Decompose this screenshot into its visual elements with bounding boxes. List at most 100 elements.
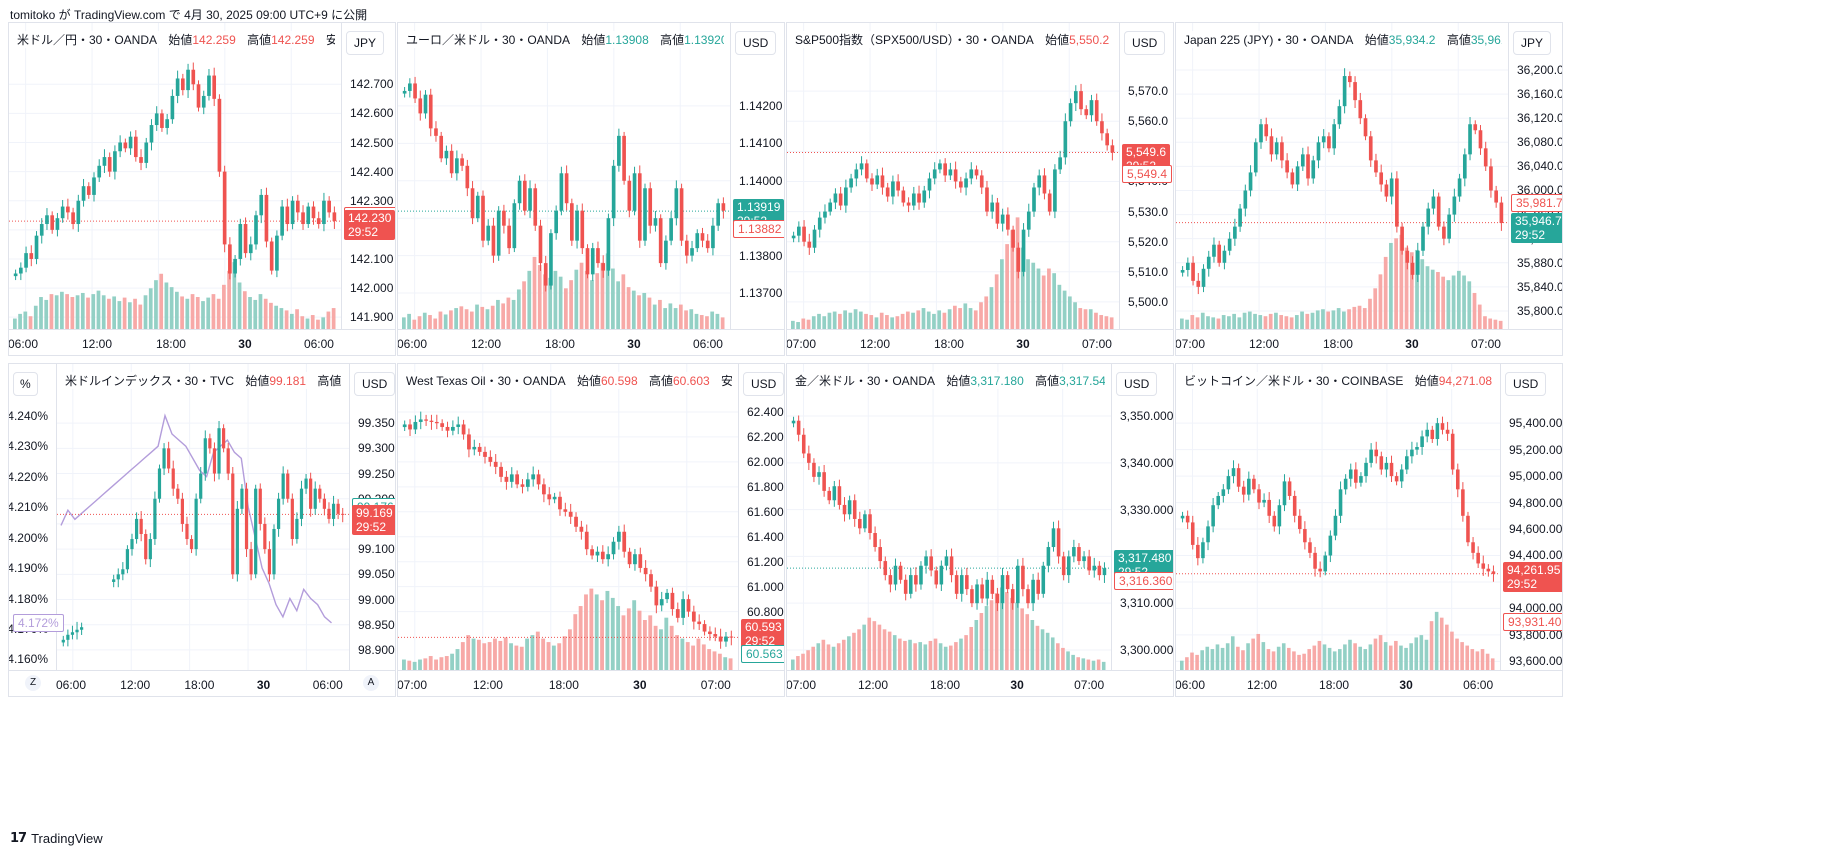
candlestick-chart-svg[interactable] — [398, 364, 738, 670]
time-axis[interactable]: 06:00 12:00 18:00 30 06:00 — [398, 329, 784, 355]
symbol-label[interactable]: 金／米ドル・30・OANDA — [795, 374, 936, 388]
chart-panel[interactable]: ビットコイン／米ドル・30・COINBASE 始値94,271.08 高値… US… — [1175, 363, 1563, 697]
candlestick-chart-svg[interactable] — [398, 23, 730, 329]
price-axis[interactable]: JPY 36,200.0 36,160.0 36,120.0 36,080.0 36,04… — [1508, 23, 1562, 329]
tradingview-logo-icon: 𝟭𝟳 — [10, 830, 27, 845]
volume-bar — [1225, 643, 1230, 670]
chart-panel[interactable]: S&P500指数（SPX500/USD）・30・OANDA 始値5,550.2 … — [786, 22, 1174, 356]
volume-bar — [1456, 270, 1461, 329]
price-axis[interactable]: USD 62.400 62.200 62.000 61.800 61.600 61.400 6… — [738, 364, 784, 670]
chart-title: Japan 225 (JPY)・30・OANDA 始値35,934.2 高値35… — [1182, 31, 1502, 48]
chart-panel[interactable]: West Texas Oil・30・OANDA 始値60.598 高値60.60… — [397, 363, 785, 697]
currency-button[interactable]: USD — [1124, 31, 1166, 55]
candle — [491, 217, 496, 263]
time-axis[interactable]: 06:00 12:00 18:00 30 06:00 — [1176, 670, 1562, 696]
chart-plot-area[interactable] — [787, 364, 1111, 670]
chart-panel[interactable]: 米ドルインデックス・30・TVC 始値99.181 高値… USD 99.350 99… — [8, 363, 396, 697]
chart-title: S&P500指数（SPX500/USD）・30・OANDA 始値5,550.2 … — [793, 31, 1113, 48]
currency-button[interactable]: USD — [735, 31, 777, 55]
candlestick-chart-svg[interactable] — [9, 23, 341, 329]
tradingview-brand[interactable]: 𝟭𝟳 TradingView — [10, 830, 103, 846]
chart-plot-area[interactable] — [787, 23, 1119, 329]
volume-bar — [1445, 624, 1449, 670]
chart-plot-area[interactable] — [1176, 23, 1508, 329]
candlestick-chart-svg[interactable] — [787, 23, 1119, 329]
volume-bar — [573, 614, 578, 670]
chart-plot-area[interactable] — [9, 23, 341, 329]
currency-button[interactable]: USD — [1116, 372, 1158, 396]
price-axis[interactable]: USD1.142001.141001.140001.139001.138001.… — [730, 23, 784, 329]
time-axis[interactable]: 07:00 12:00 18:00 30 07:00 — [1176, 329, 1562, 355]
chart-plot-area[interactable] — [1176, 364, 1500, 670]
price-axis[interactable]: USD3,350.0003,340.0003,330.0003,320.0003… — [1111, 364, 1173, 670]
publish-line: tomitoko が TradingView.com で 4月 30, 2025… — [10, 8, 368, 22]
symbol-label[interactable]: 米ドル／円・30・OANDA — [17, 33, 158, 47]
candle — [160, 109, 164, 132]
volume-bar — [857, 629, 861, 670]
volume-bar — [1276, 646, 1281, 670]
candle — [1486, 564, 1491, 577]
chart-panel[interactable]: 米ドル／円・30・OANDA 始値142.259 高値142.259 安値142… — [8, 22, 396, 356]
candle — [149, 119, 154, 151]
volume-bar — [511, 299, 516, 329]
price-axis[interactable]: USD99.35099.30099.25099.20099.15099.1009… — [349, 364, 395, 670]
candle — [148, 533, 152, 568]
time-axis[interactable]: 06:00 12:00 18:00 30 06:00 — [9, 670, 395, 696]
candlestick-chart-svg[interactable] — [1176, 23, 1508, 329]
volume-bar — [1353, 643, 1357, 670]
candle — [254, 210, 258, 250]
price-tick-label: 1.14100 — [739, 136, 783, 151]
currency-button[interactable]: USD — [354, 372, 395, 396]
symbol-label[interactable]: S&P500指数（SPX500/USD）・30・OANDA — [795, 33, 1034, 47]
volume-bar — [1368, 298, 1372, 329]
volume-bar — [1099, 315, 1104, 329]
volume-bar — [537, 265, 542, 329]
volume-bar — [475, 304, 479, 329]
time-tick-label: 30 — [238, 337, 252, 351]
candle — [838, 186, 843, 211]
scale-auto-button[interactable]: A — [363, 675, 379, 691]
currency-button[interactable]: USD — [743, 372, 784, 396]
candle — [654, 580, 659, 614]
chart-plot-area[interactable] — [398, 364, 738, 670]
candle — [1311, 155, 1316, 184]
candlestick-chart-svg[interactable] — [1176, 364, 1500, 670]
candle — [212, 67, 217, 107]
candle — [165, 113, 169, 135]
chart-panel[interactable]: Japan 225 (JPY)・30・OANDA 始値35,934.2 高値35… — [1175, 22, 1563, 356]
candle — [515, 470, 520, 489]
currency-button[interactable]: USD — [1505, 372, 1547, 396]
price-axis[interactable]: JPY 142.700 142.600 142.500 142.400 142.300 14… — [341, 23, 395, 329]
currency-button[interactable]: JPY — [1513, 31, 1552, 55]
symbol-label[interactable]: ビットコイン／米ドル・30・COINBASE — [1184, 374, 1404, 388]
candle — [133, 130, 138, 162]
chart-panel[interactable]: 金／米ドル・30・OANDA 始値3,317.180 高値3,317.540 安… — [786, 363, 1174, 697]
volume-bar — [1302, 653, 1306, 670]
symbol-label[interactable]: West Texas Oil・30・OANDA — [406, 374, 566, 388]
volume-bar — [1096, 659, 1101, 670]
volume-bar — [1483, 316, 1487, 329]
currency-button[interactable]: JPY — [346, 31, 385, 55]
symbol-label[interactable]: 米ドルインデックス・30・TVC — [65, 374, 234, 388]
symbol-label[interactable]: Japan 225 (JPY)・30・OANDA — [1184, 33, 1354, 47]
volume-bar — [1394, 640, 1398, 670]
chart-plot-area[interactable] — [57, 364, 349, 670]
chart-plot-area[interactable] — [398, 23, 730, 329]
time-axis[interactable]: 07:00 12:00 18:00 30 07:00 — [787, 670, 1173, 696]
chart-panel[interactable]: ユーロ／米ドル・30・OANDA 始値1.13908 高値1.13920 安値…… — [397, 22, 785, 356]
price-axis[interactable]: USD 95,400.00 95,200.00 95,000.00 94,800.00 9… — [1500, 364, 1562, 670]
scale-z-button[interactable]: Z — [25, 675, 41, 691]
candle — [167, 441, 171, 474]
percent-button[interactable]: % — [13, 372, 38, 396]
time-axis[interactable]: 06:00 12:00 18:00 30 06:00 — [9, 329, 395, 355]
price-axis[interactable]: USD5,570.05,560.05,550.05,540.05,530.05,… — [1119, 23, 1173, 329]
time-axis[interactable]: 07:00 12:00 18:00 30 07:00 — [787, 329, 1173, 355]
ohlc-label: 高値 — [243, 33, 272, 47]
yield-axis[interactable]: % 4.240% 4.230% 4.220% 4.210% 4.200% 4.190% 4.1… — [9, 364, 57, 670]
chart-title: ユーロ／米ドル・30・OANDA 始値1.13908 高値1.13920 安値… — [404, 31, 724, 48]
candlestick-chart-svg[interactable] — [57, 364, 349, 670]
symbol-label[interactable]: ユーロ／米ドル・30・OANDA — [406, 33, 571, 47]
time-axis[interactable]: 07:00 12:00 18:00 30 07:00 — [398, 670, 784, 696]
volume-bar — [720, 317, 725, 329]
candlestick-chart-svg[interactable] — [787, 364, 1111, 670]
